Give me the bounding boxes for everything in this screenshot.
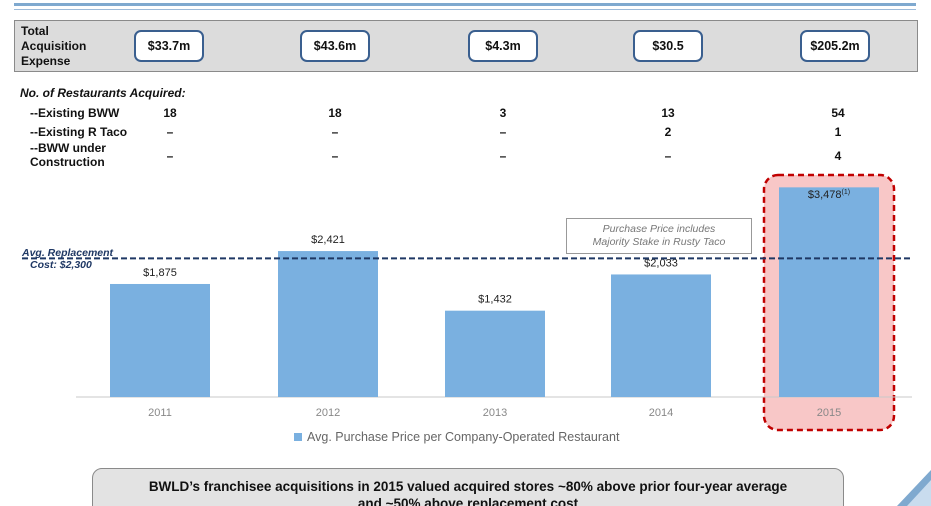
data-label-2015: $3,478(1): [808, 189, 850, 201]
x-tick-label-2013: 2013: [483, 407, 507, 419]
expense-value-2012: $43.6m: [300, 30, 370, 62]
replacement-cost-label-line1: Avg. Replacement: [22, 247, 114, 259]
acq-cell: 54: [831, 106, 845, 120]
acq-cell: 4: [834, 149, 842, 163]
acquisition-expense-band: Total Acquisition Expense $33.7m $43.6m …: [14, 20, 918, 72]
expense-value-2013: $4.3m: [468, 30, 538, 62]
corner-accent: [897, 470, 931, 506]
x-tick-label-2012: 2012: [316, 407, 340, 419]
acq-cell: 18: [328, 106, 342, 120]
acq-cell: 1: [834, 125, 842, 139]
purchase-price-note: Purchase Price includes Majority Stake i…: [566, 218, 752, 254]
summary-callout: BWLD’s franchisee acquisitions in 2015 v…: [92, 468, 844, 506]
chart-legend: Avg. Purchase Price per Company-Operated…: [294, 430, 619, 444]
row-label-existing-r-taco: --Existing R Taco: [30, 125, 128, 139]
header-rule: [14, 3, 916, 6]
data-label-2013: $1,432: [478, 294, 512, 306]
acq-cell: –: [499, 149, 507, 163]
acquisitions-heading: No. of Restaurants Acquired:: [20, 86, 186, 100]
acq-cell: 3: [499, 106, 507, 120]
x-tick-label-2014: 2014: [649, 407, 673, 419]
summary-line2: and ~50% above replacement cost: [357, 496, 579, 506]
bar-2012: [278, 251, 378, 397]
expense-value-2015: $205.2m: [800, 30, 870, 62]
replacement-cost-label-line2: Cost: $2,300: [30, 259, 92, 271]
acq-cell: –: [331, 125, 339, 139]
acq-cell: –: [331, 149, 339, 163]
row-label-bww-under-construction-text: --BWW under Construction: [30, 141, 106, 169]
bar-2013: [445, 310, 545, 397]
bar-2014: [611, 274, 711, 397]
row-label-bww-under-construction: --BWW under Construction: [30, 141, 140, 169]
expense-value-2014: $30.5: [633, 30, 703, 62]
row-label-existing-bww: --Existing BWW: [30, 106, 120, 120]
legend-swatch: [294, 433, 302, 441]
acq-cell: 2: [664, 125, 672, 139]
summary-line1: BWLD’s franchisee acquisitions in 2015 v…: [148, 479, 788, 494]
acq-cell: 13: [661, 106, 675, 120]
bar-2011: [110, 283, 210, 397]
legend-label: Avg. Purchase Price per Company-Operated…: [307, 430, 620, 444]
purchase-note-line2: Majority Stake in Rusty Taco: [592, 236, 726, 248]
footnote-marker: (1): [842, 189, 851, 196]
acq-cell: 18: [163, 106, 177, 120]
x-tick-label-2015: 2015: [817, 407, 841, 419]
data-label-2012: $2,421: [311, 234, 345, 246]
purchase-note-line1: Purchase Price includes: [602, 223, 716, 235]
bar-2015: [779, 187, 879, 397]
x-tick-label-2011: 2011: [148, 407, 172, 419]
acq-cell: –: [166, 149, 174, 163]
header-rule-thin: [14, 9, 916, 10]
data-label-2011: $1,875: [143, 267, 177, 279]
expense-label: Total Acquisition Expense: [21, 24, 87, 68]
acq-cell: –: [499, 125, 507, 139]
acq-cell: –: [664, 149, 672, 163]
data-label-2014: $2,033: [644, 257, 678, 269]
expense-value-2011: $33.7m: [134, 30, 204, 62]
acq-cell: –: [166, 125, 174, 139]
replacement-cost-label: Avg. Replacement Cost: $2,300: [22, 247, 113, 271]
